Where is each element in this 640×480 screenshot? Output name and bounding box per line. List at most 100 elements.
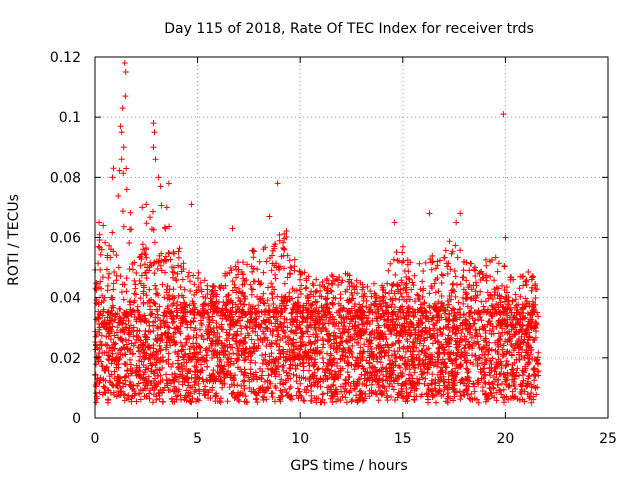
data-point bbox=[281, 280, 288, 287]
data-point bbox=[97, 374, 104, 381]
data-point bbox=[188, 374, 195, 381]
x-tick-label: 20 bbox=[496, 431, 514, 447]
data-point bbox=[320, 359, 327, 366]
data-point bbox=[179, 367, 186, 374]
data-point bbox=[277, 380, 284, 387]
data-point bbox=[304, 383, 311, 390]
data-point bbox=[489, 313, 496, 320]
data-point bbox=[343, 399, 350, 406]
data-point bbox=[478, 317, 485, 324]
data-point bbox=[150, 144, 157, 151]
data-point bbox=[134, 303, 141, 310]
data-point bbox=[126, 239, 133, 246]
x-tick-label: 5 bbox=[193, 431, 202, 447]
data-point bbox=[396, 332, 403, 339]
data-point bbox=[175, 353, 182, 360]
data-point bbox=[151, 129, 158, 136]
data-point bbox=[470, 380, 477, 387]
x-tick-label: 10 bbox=[291, 431, 309, 447]
data-point bbox=[126, 266, 133, 273]
data-point bbox=[383, 336, 390, 343]
data-point bbox=[390, 386, 397, 393]
data-point bbox=[418, 348, 425, 355]
data-point bbox=[514, 365, 521, 372]
data-point bbox=[139, 241, 146, 248]
data-point bbox=[287, 264, 294, 271]
data-point bbox=[149, 399, 156, 406]
data-point bbox=[334, 360, 341, 367]
data-point bbox=[225, 332, 232, 339]
data-point bbox=[188, 201, 195, 208]
data-point bbox=[460, 311, 467, 318]
data-point bbox=[317, 288, 324, 295]
data-point bbox=[535, 313, 542, 320]
data-point bbox=[530, 273, 537, 280]
data-point bbox=[526, 372, 533, 379]
data-point bbox=[165, 350, 172, 357]
data-point bbox=[475, 399, 482, 406]
data-point bbox=[290, 342, 297, 349]
data-point bbox=[93, 280, 100, 287]
data-point bbox=[156, 395, 163, 402]
data-point bbox=[387, 260, 394, 267]
y-tick-label: 0.08 bbox=[50, 170, 81, 186]
data-point bbox=[296, 388, 303, 395]
data-point bbox=[411, 397, 418, 404]
data-point bbox=[402, 361, 409, 368]
data-point bbox=[328, 342, 335, 349]
chart-title: Day 115 of 2018, Rate Of TEC Index for r… bbox=[164, 21, 534, 37]
data-point bbox=[128, 361, 135, 368]
data-point bbox=[120, 380, 127, 387]
data-point bbox=[102, 341, 109, 348]
data-point bbox=[375, 322, 382, 329]
data-point bbox=[361, 341, 368, 348]
data-point bbox=[201, 392, 208, 399]
data-point bbox=[355, 376, 362, 383]
data-point bbox=[502, 362, 509, 369]
data-point bbox=[420, 267, 427, 274]
data-point bbox=[237, 322, 244, 329]
data-point bbox=[436, 382, 443, 389]
data-point bbox=[498, 364, 505, 371]
data-point bbox=[136, 390, 143, 397]
data-point bbox=[460, 274, 467, 281]
data-point bbox=[249, 268, 256, 275]
data-point bbox=[137, 396, 144, 403]
data-point bbox=[242, 354, 249, 361]
data-point bbox=[121, 60, 128, 67]
data-point bbox=[96, 311, 103, 318]
data-point bbox=[505, 336, 512, 343]
data-point bbox=[440, 361, 447, 368]
data-point bbox=[382, 377, 389, 384]
data-point bbox=[96, 231, 103, 238]
data-point bbox=[131, 277, 138, 284]
data-point bbox=[430, 362, 437, 369]
data-point bbox=[434, 354, 441, 361]
data-point bbox=[169, 274, 176, 281]
data-point bbox=[493, 389, 500, 396]
data-point bbox=[367, 331, 374, 338]
data-point bbox=[426, 210, 433, 217]
data-point bbox=[146, 286, 153, 293]
data-point bbox=[438, 271, 445, 278]
data-point bbox=[466, 267, 473, 274]
data-point bbox=[444, 298, 451, 305]
data-point bbox=[122, 69, 129, 76]
data-point bbox=[473, 282, 480, 289]
data-point bbox=[532, 319, 539, 326]
x-tick-label: 0 bbox=[91, 431, 100, 447]
data-point bbox=[109, 294, 116, 301]
data-point bbox=[299, 360, 306, 367]
data-point bbox=[421, 380, 428, 387]
data-point bbox=[384, 397, 391, 404]
data-point bbox=[263, 258, 270, 265]
data-point bbox=[534, 368, 541, 375]
data-point bbox=[119, 105, 126, 112]
data-point bbox=[414, 336, 421, 343]
data-point bbox=[403, 389, 410, 396]
data-point bbox=[99, 363, 106, 370]
data-point bbox=[328, 272, 335, 279]
data-point bbox=[271, 398, 278, 405]
data-point bbox=[259, 360, 266, 367]
data-point bbox=[268, 350, 275, 357]
